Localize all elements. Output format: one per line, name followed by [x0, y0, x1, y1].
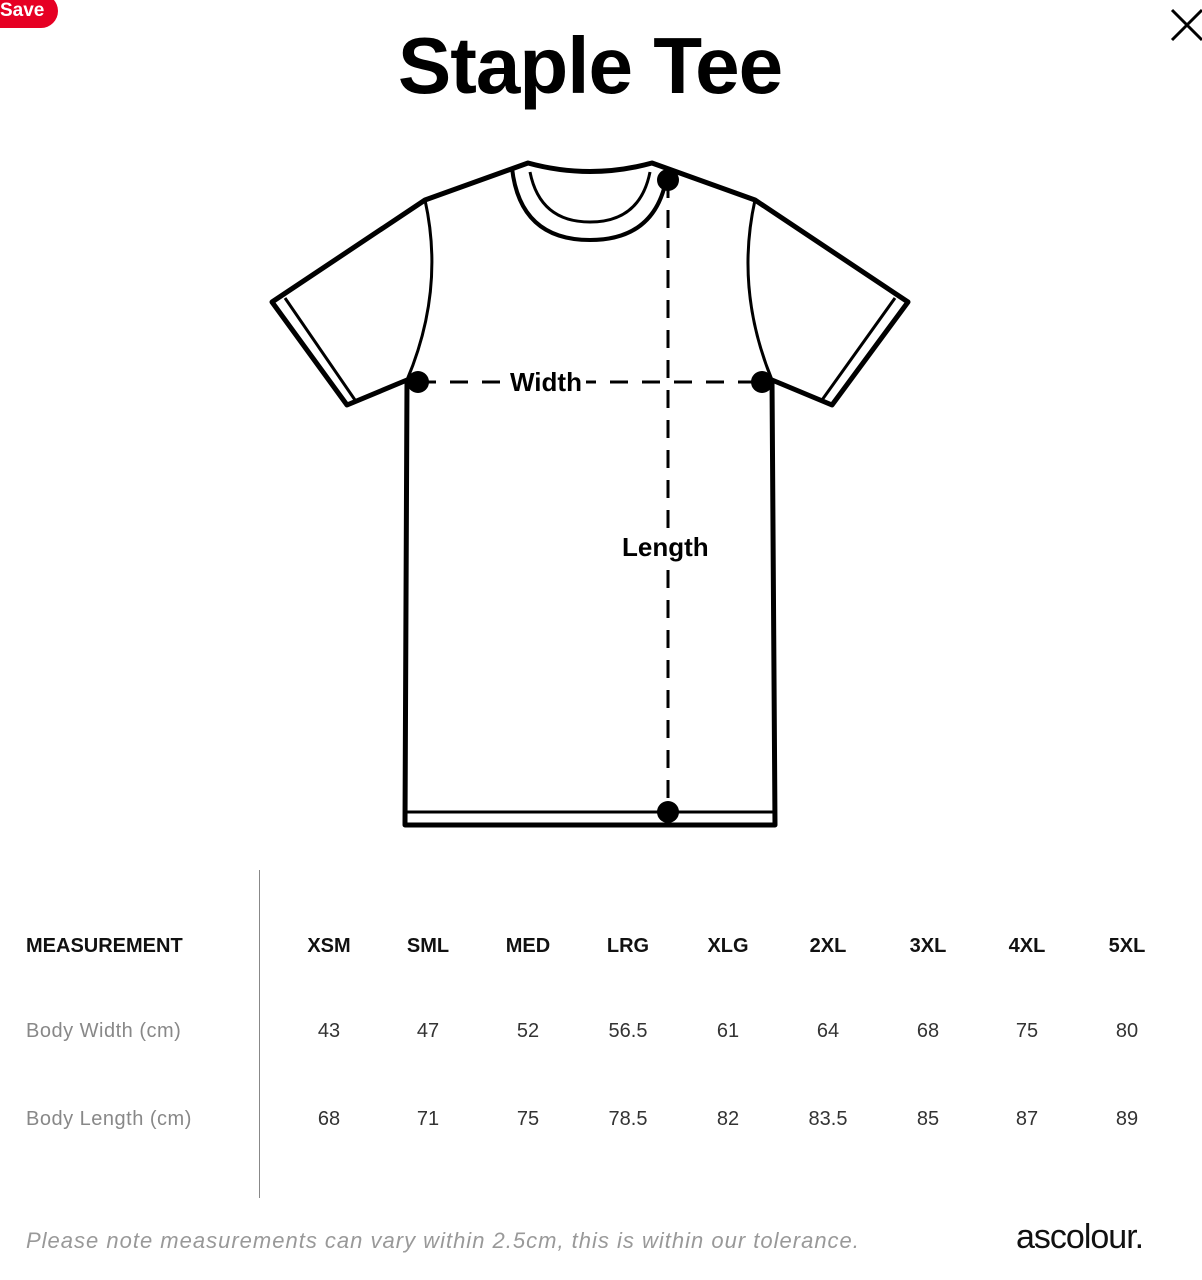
table-cell: 47: [416, 1020, 440, 1042]
save-button[interactable]: Save: [0, 0, 59, 28]
table-cell: 75: [1015, 1020, 1039, 1042]
table-divider: [259, 870, 260, 1198]
table-cell: 80: [1115, 1020, 1139, 1042]
measurement-header: MEASUREMENT: [26, 935, 183, 957]
table-cell: 71: [416, 1108, 440, 1130]
table-cell: 56.5: [608, 1020, 648, 1042]
size-header: SML: [406, 935, 450, 957]
table-cell: 52: [516, 1020, 540, 1042]
width-label: Width: [506, 367, 586, 398]
table-cell: 75: [516, 1108, 540, 1130]
table-cell: 85: [916, 1108, 940, 1130]
table-cell: 78.5: [608, 1108, 648, 1130]
table-cell: 61: [716, 1020, 740, 1042]
size-header: 5XL: [1108, 935, 1146, 957]
table-cell: 83.5: [808, 1108, 848, 1130]
table-cell: 68: [317, 1108, 341, 1130]
tolerance-note: Please note measurements can vary within…: [26, 1228, 860, 1253]
size-header: LRG: [606, 935, 650, 957]
close-icon[interactable]: [1168, 6, 1202, 42]
table-cell: 68: [916, 1020, 940, 1042]
page-title: Staple Tee: [397, 21, 783, 110]
length-label: Length: [620, 530, 711, 565]
table-cell: 82: [716, 1108, 740, 1130]
table-cell: 43: [317, 1020, 341, 1042]
table-cell: 89: [1115, 1108, 1139, 1130]
table-cell: 87: [1015, 1108, 1039, 1130]
row-label: Body Length (cm): [26, 1108, 192, 1130]
size-header: XLG: [707, 935, 749, 957]
tshirt-diagram: [269, 160, 911, 828]
size-header: XSM: [307, 935, 351, 957]
size-header: 4XL: [1008, 935, 1046, 957]
size-header: MED: [505, 935, 551, 957]
row-label: Body Width (cm): [26, 1020, 182, 1042]
size-header: 2XL: [809, 935, 847, 957]
brand-logo: ascolour.: [1016, 1218, 1144, 1256]
table-cell: 64: [816, 1020, 840, 1042]
size-header: 3XL: [909, 935, 947, 957]
